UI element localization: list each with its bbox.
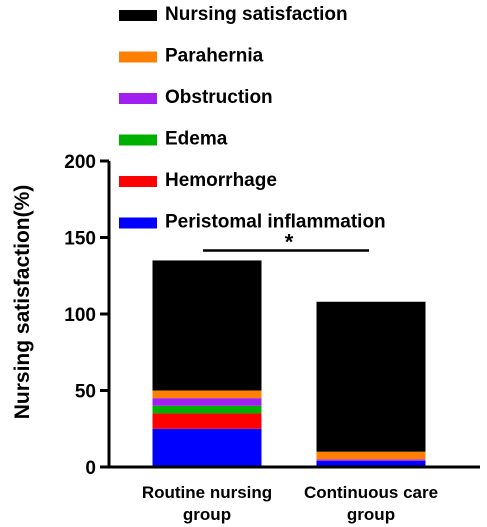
y-axis-title: Nursing satisfaction(%) xyxy=(11,185,34,420)
y-tick-label-0: 0 xyxy=(85,458,96,479)
significance-annotation: * xyxy=(203,229,369,254)
legend-swatch-peristomal-inflammation xyxy=(119,217,157,229)
bar-1-nursing-satisfaction xyxy=(152,260,262,391)
x-category-labels: Routine nursing group Continuous care group xyxy=(142,483,438,524)
category-label-1-line-2: group xyxy=(183,505,231,524)
y-tick-label-50: 50 xyxy=(75,382,96,403)
bar-2-nursing-satisfaction xyxy=(316,301,426,452)
category-label-1-line-1: Routine nursing xyxy=(142,483,272,502)
bar-1-obstruction xyxy=(152,398,262,406)
legend-label-edema: Edema xyxy=(165,129,228,150)
y-tick-label-100: 100 xyxy=(64,305,96,326)
legend-label-peristomal-inflammation: Peristomal inflammation xyxy=(165,212,386,233)
category-label-2-line-1: Continuous care xyxy=(304,483,438,502)
legend-label-obstruction: Obstruction xyxy=(165,87,273,108)
bar-1-hemorrhage xyxy=(152,413,262,429)
y-tick-label-150: 150 xyxy=(64,229,96,250)
bar-2-obstruction xyxy=(316,459,426,461)
legend-label-parahernia: Parahernia xyxy=(165,46,264,67)
bar-1-parahernia xyxy=(152,390,262,399)
bar-1-edema xyxy=(152,405,262,414)
y-tick-label-200: 200 xyxy=(64,152,96,173)
legend-swatch-hemorrhage xyxy=(119,176,157,187)
bar-2-parahernia xyxy=(316,451,426,460)
significance-star: * xyxy=(285,229,294,254)
bar-2-peristomal-inflammation xyxy=(316,460,426,467)
legend: Nursing satisfaction Parahernia Obstructio… xyxy=(119,4,386,233)
legend-swatch-parahernia xyxy=(119,51,157,63)
legend-swatch-nursing-satisfaction xyxy=(119,10,157,21)
y-ticks: 0 50 100 150 200 xyxy=(64,152,109,479)
legend-label-hemorrhage: Hemorrhage xyxy=(165,170,277,191)
legend-swatch-edema xyxy=(119,134,157,146)
legend-swatch-obstruction xyxy=(119,93,157,104)
legend-label-nursing-satisfaction: Nursing satisfaction xyxy=(165,4,348,25)
bar-1-peristomal-inflammation xyxy=(152,428,262,467)
category-label-2-line-2: group xyxy=(347,505,395,524)
bars xyxy=(152,260,426,467)
